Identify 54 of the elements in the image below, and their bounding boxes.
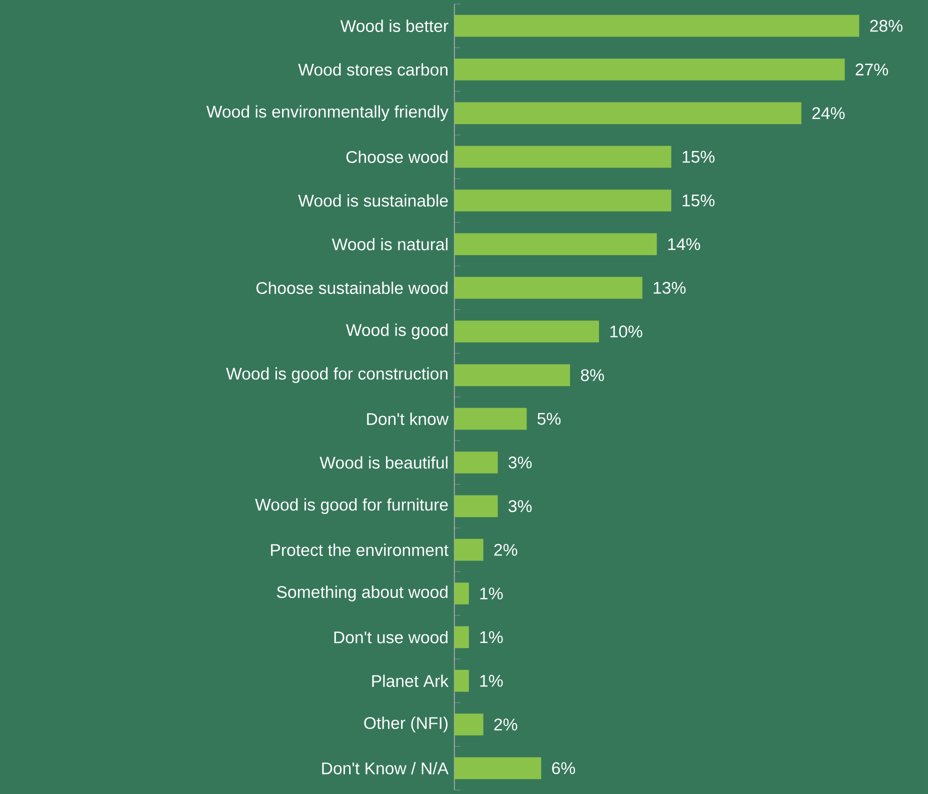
bar [454,408,527,430]
data-label: 2% [494,544,518,556]
bar [454,582,469,604]
y-tick-label: Wood is good for furniture [255,498,448,514]
bar [454,14,860,37]
data-label: 2% [494,718,518,730]
y-tick-label: Planet Ark [372,674,449,688]
y-tick-label: Wood is environmentally friendly [206,105,449,122]
y-tick-label: Wood stores carbon [298,63,448,76]
bar [454,495,498,518]
data-label: 15% [682,194,715,206]
data-label: 3% [508,456,532,468]
bar [454,233,657,256]
data-label: 14% [668,238,700,250]
data-label: 28% [870,20,902,32]
bar [454,538,484,561]
y-tick-label: Something about wood [276,586,448,602]
bar [454,670,469,692]
y-tick-label: Wood is better [340,20,448,32]
y-tick-label: Protect the environment [271,544,448,556]
data-label: 1% [480,588,503,600]
y-tick-label: Choose wood [346,150,448,164]
bar [454,757,542,780]
y-tick-label: Don't Know / N/A [322,762,449,774]
y-tick-label: Wood is natural [332,238,448,250]
data-label: 6% [552,762,576,774]
data-label: 13% [654,282,686,294]
data-label: 15% [682,150,715,163]
data-label: 8% [580,369,604,382]
bar [454,364,570,386]
data-label: 1% [480,674,503,687]
data-label: 1% [480,631,503,644]
bar [454,102,802,124]
bar [454,58,845,80]
y-tick-label: Choose sustainable wood [256,282,448,294]
data-label: 3% [508,500,532,512]
y-tick-label: Other (NFI) [364,716,448,732]
y-tick-label: Wood is sustainable [298,194,448,207]
data-label: 10% [610,326,642,338]
y-tick-label: Wood is good [346,324,448,340]
bar [454,714,484,736]
data-label: 5% [537,412,561,425]
bar [454,190,672,212]
y-tick-label: Don't know [367,412,449,426]
y-tick-label: Wood is good for construction [226,367,448,384]
y-tick-label: Don't use wood [334,630,448,644]
bar [454,452,498,474]
bar [454,626,469,648]
y-tick-label: Wood is beautiful [320,456,448,469]
bar [454,276,642,299]
data-label: 24% [812,107,845,120]
data-label: 27% [856,64,888,76]
bar [454,146,672,168]
bar [454,320,599,342]
